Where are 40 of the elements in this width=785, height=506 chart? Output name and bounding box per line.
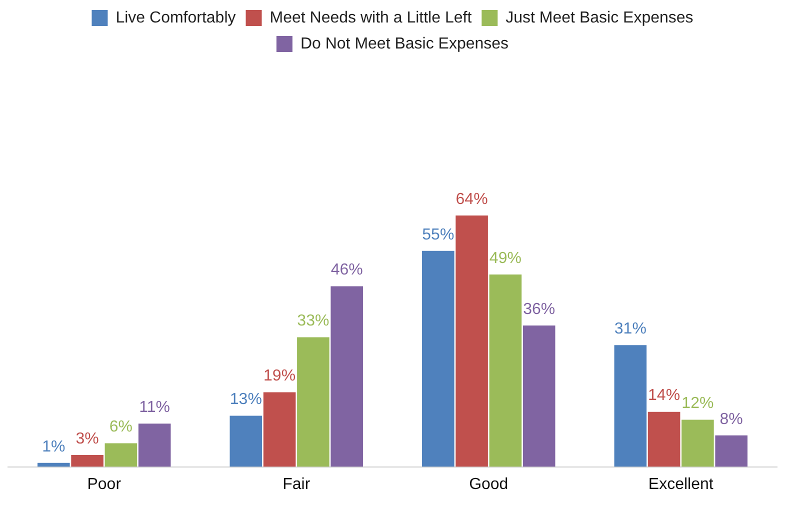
bar: [522, 325, 556, 467]
data-label: 11%: [139, 399, 170, 416]
bar: [715, 435, 748, 467]
bar: [71, 455, 104, 467]
legend-label: Live Comfortably: [116, 9, 236, 26]
legend-label: Meet Needs with a Little Left: [270, 9, 472, 26]
x-tick-label: Excellent: [648, 476, 714, 493]
bar: [648, 412, 680, 467]
data-label: 13%: [230, 391, 262, 408]
data-label: 36%: [523, 300, 556, 318]
bar: [330, 286, 363, 467]
data-label: 55%: [422, 226, 454, 244]
data-label: 3%: [76, 430, 99, 448]
data-label: 49%: [489, 250, 522, 267]
data-label: 64%: [456, 190, 488, 208]
bar: [614, 345, 647, 467]
data-label: 1%: [42, 438, 66, 456]
x-tick-label: Good: [469, 476, 508, 493]
bar: [263, 392, 296, 467]
bar: [297, 337, 330, 467]
x-tick-label: Fair: [282, 476, 311, 493]
bar: [489, 274, 522, 467]
data-label: 14%: [648, 387, 680, 404]
data-label: 12%: [682, 395, 714, 412]
bar: [38, 462, 70, 467]
data-label: 31%: [614, 320, 646, 338]
data-label: 46%: [330, 262, 363, 279]
bar: [422, 250, 454, 467]
legend-label: Do Not Meet Basic Expenses: [300, 35, 509, 52]
data-label: 8%: [720, 410, 743, 428]
bar: [104, 443, 138, 467]
bar: [456, 216, 488, 467]
bar: [230, 416, 262, 467]
bar: [682, 420, 714, 467]
data-label: 6%: [109, 418, 133, 436]
data-label: 33%: [297, 312, 330, 330]
data-label: 19%: [264, 368, 296, 385]
x-tick-label: Poor: [87, 476, 122, 493]
legend-label: Just Meet Basic Expenses: [506, 9, 694, 26]
bar: [138, 424, 171, 467]
